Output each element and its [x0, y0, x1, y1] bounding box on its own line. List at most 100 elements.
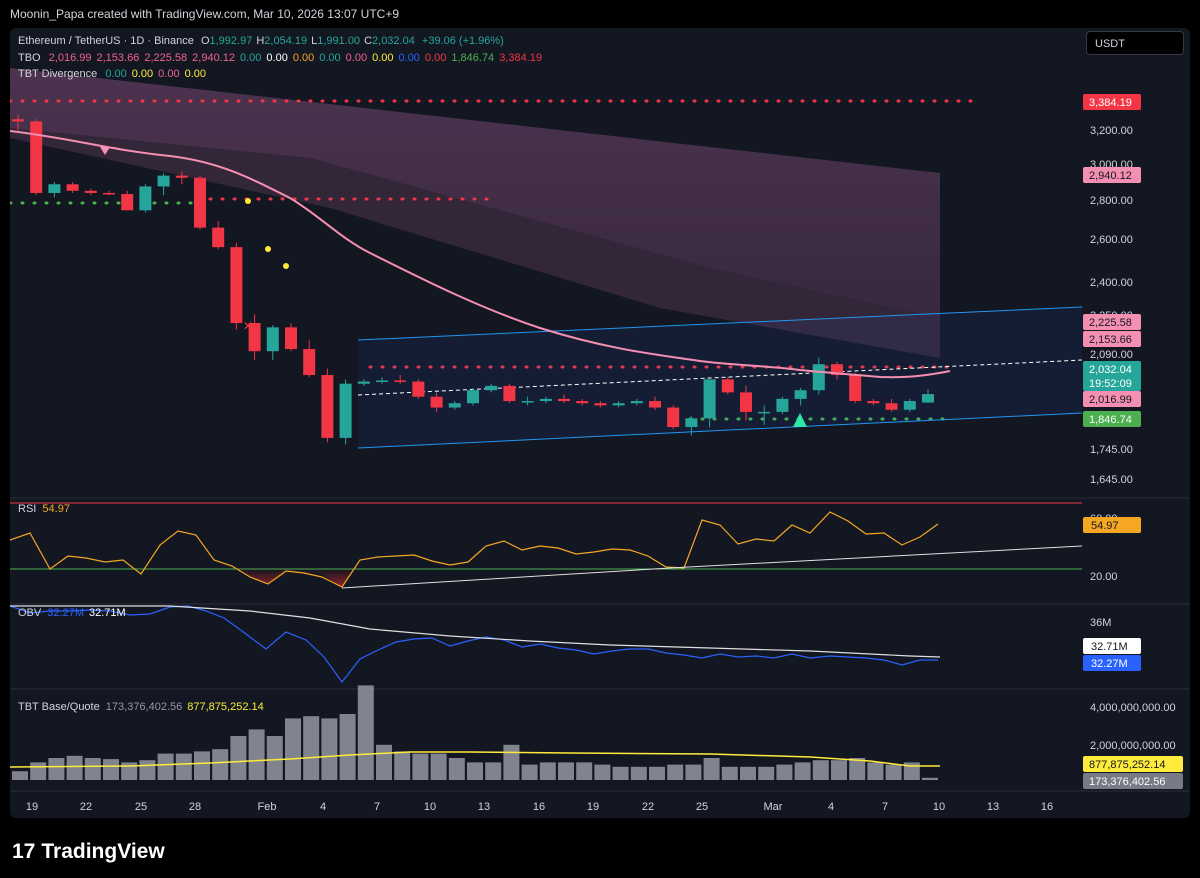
chart-canvas[interactable]: ✕ 3,200.003,000.002,800.002,600.002,400.…	[10, 28, 1190, 818]
candle-body	[376, 380, 388, 382]
candle-body	[485, 385, 498, 391]
candle-body	[740, 392, 752, 412]
price-axis[interactable]: 3,200.003,000.002,800.002,600.002,400.00…	[1083, 94, 1141, 486]
basequote-bar	[139, 760, 156, 780]
time-tick-label: 10	[424, 801, 436, 813]
footer-bar: 17 TradingView	[0, 818, 1200, 878]
time-tick-label: 22	[642, 801, 654, 813]
basequote-bar	[285, 718, 301, 780]
candle-body	[121, 194, 134, 211]
obv-badge-blue	[1083, 655, 1141, 671]
tbo-cloud-band	[10, 68, 940, 318]
sub-pane-axes: 60.0020.0054.9736M32.71M32.27M4,000,000,…	[1083, 513, 1183, 789]
candle-body	[157, 175, 170, 187]
candle-body	[357, 381, 370, 384]
candle-body	[30, 121, 43, 193]
basequote-bar	[503, 744, 520, 780]
basequote-bar	[485, 762, 502, 780]
price-badge	[1083, 411, 1141, 427]
basequote-bar	[703, 758, 720, 780]
top-caption-bar: Moonin_Papa created with TradingView.com…	[0, 0, 1200, 28]
candle-body	[776, 398, 789, 412]
basequote-bar	[266, 736, 283, 780]
time-tick-label: 25	[135, 801, 147, 813]
time-tick-label: 10	[933, 801, 945, 813]
rsi-tick-20: 20.00	[1090, 571, 1118, 583]
candle-body	[922, 394, 934, 403]
price-badge	[1083, 94, 1141, 110]
candle-body	[103, 192, 115, 195]
candle-body	[885, 403, 898, 410]
bq-badge-yellow	[1083, 756, 1183, 772]
candle-body	[903, 401, 916, 410]
bq-badge-gray	[1083, 773, 1183, 789]
price-badge	[1083, 167, 1141, 183]
basequote-bar	[685, 764, 702, 780]
basequote-bar	[740, 766, 756, 780]
candle-body	[558, 398, 570, 402]
candle-body	[649, 401, 661, 408]
time-tick-label: 25	[696, 801, 708, 813]
basequote-bar	[867, 762, 884, 780]
candle-body	[139, 186, 152, 211]
legend-divergence-row: TBT Divergence 0.00 0.00 0.00 0.00	[18, 68, 206, 80]
price-tick-label: 2,090.00	[1090, 349, 1133, 361]
candle-body	[758, 411, 771, 414]
time-tick-label: Mar	[764, 801, 783, 813]
price-badge	[1083, 361, 1141, 391]
bq-tick-2b: 2,000,000,000.00	[1090, 740, 1176, 752]
candle-body	[66, 184, 79, 191]
candle-body	[266, 327, 279, 352]
time-tick-label: 4	[320, 801, 326, 813]
candle-body	[667, 407, 680, 428]
basequote-bar	[758, 766, 775, 780]
time-axis[interactable]: 19 22 25 28 Feb 4 7 10 13 16 19 22 25 Mar 4 7 10 13 16	[26, 801, 1053, 813]
rsi-oversold-fill	[238, 569, 355, 587]
basequote-bar	[321, 718, 338, 780]
time-tick-label: 7	[882, 801, 888, 813]
obv-pane	[10, 605, 941, 683]
candle-body	[467, 390, 479, 404]
chart-panel[interactable]: ✕ 3,200.00 3,000.00 2,800.00 2,600.00 2,400.…	[10, 28, 1190, 818]
basequote-bar	[831, 760, 847, 780]
basequote-bar	[430, 753, 447, 780]
legend-obv: OBV 32.27M 32.71M	[18, 607, 126, 619]
basequote-bar	[630, 766, 647, 780]
basequote-bar	[667, 764, 684, 780]
basequote-bar	[794, 762, 811, 780]
price-badge	[1083, 314, 1141, 330]
candle-body	[831, 364, 843, 376]
basequote-bar	[721, 766, 738, 780]
time-tick-label: 13	[987, 801, 999, 813]
obv-badge-white	[1083, 638, 1141, 654]
time-tick-label: 16	[533, 801, 545, 813]
rsi-pane	[10, 502, 1083, 589]
price-badge	[1083, 331, 1141, 347]
obv-blue-line	[10, 605, 938, 683]
price-tick-label: 2,400.00	[1090, 277, 1133, 289]
legend-rsi: RSI 54.97	[18, 503, 70, 515]
candle-body	[703, 379, 716, 419]
basequote-bar	[175, 753, 192, 780]
obv-white-line	[10, 605, 941, 658]
rsi-trendline	[341, 545, 1083, 589]
price-badge-label: 2,940.12	[1089, 170, 1132, 182]
basequote-bar	[576, 762, 593, 780]
tradingview-logo: 17 TradingView	[12, 840, 165, 864]
obv-badge-white-label: 32.71M	[1091, 641, 1128, 653]
candle-body	[230, 247, 243, 324]
basequote-bar	[121, 762, 138, 780]
price-tick-label: 2,800.00	[1090, 195, 1133, 207]
candle-body	[412, 381, 425, 397]
currency-button[interactable]: USDT	[1086, 31, 1184, 55]
price-tick-label: 3,200.00	[1090, 125, 1133, 137]
candle-body	[285, 327, 297, 350]
yellow-signal-markers	[245, 198, 289, 269]
basequote-bar	[558, 762, 574, 780]
rsi-badge	[1083, 517, 1141, 533]
basequote-bar	[467, 762, 483, 780]
channel-lower-line	[357, 412, 1083, 449]
basequote-bar	[230, 736, 247, 780]
bq-tick-4b: 4,000,000,000.00	[1090, 702, 1176, 714]
price-tick-label: 2,600.00	[1090, 234, 1133, 246]
